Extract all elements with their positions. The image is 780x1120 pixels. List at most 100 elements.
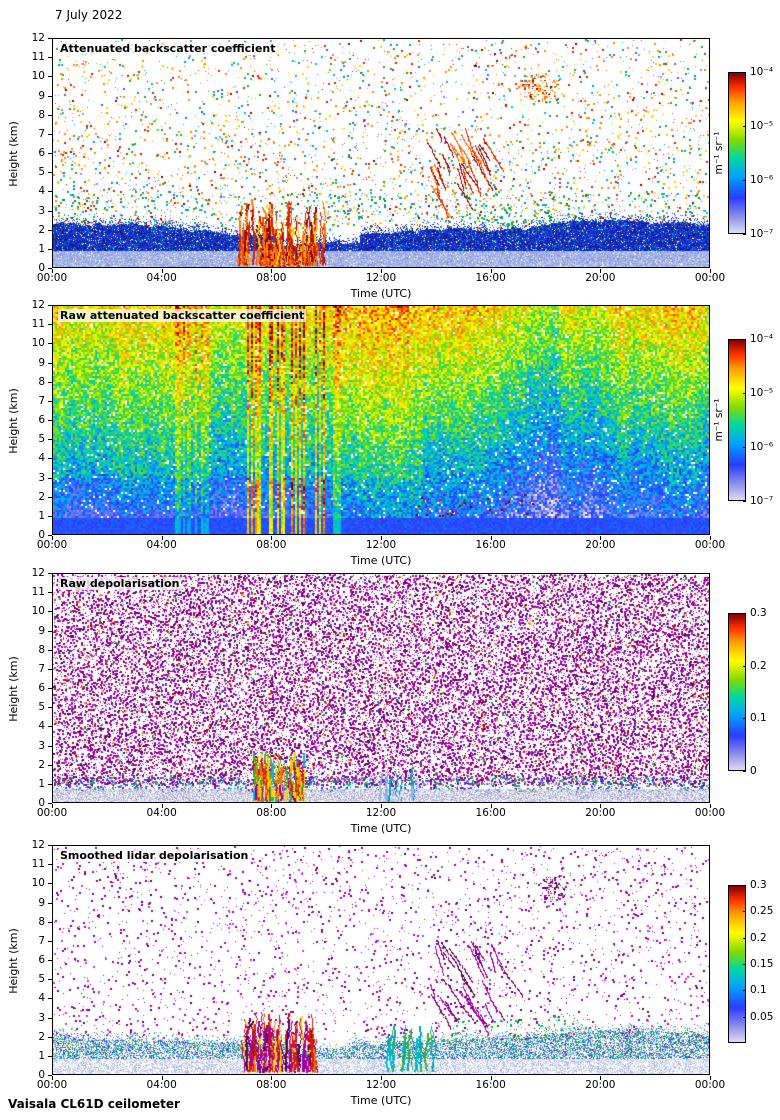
colorbar — [728, 339, 746, 501]
y-tick-label: 4 — [38, 185, 45, 198]
tick-mark — [743, 1017, 746, 1018]
colorbar-tick-label: 10⁻⁵ — [750, 386, 774, 399]
tick-mark — [48, 979, 52, 980]
tick-mark — [743, 718, 746, 719]
panel-attenuated-backscatter: Height (km) 12 11 10 9 8 7 6 5 4 3 2 1 0 Attenuated … — [0, 32, 780, 305]
tick-mark — [162, 1076, 163, 1080]
x-tick-label: 20:00 — [585, 1079, 616, 1091]
tick-mark — [743, 126, 746, 127]
tick-mark — [710, 269, 711, 273]
y-tick-label: 5 — [38, 973, 45, 986]
x-axis-label: Time (UTC) — [350, 287, 412, 300]
tick-mark — [381, 536, 382, 540]
y-tick-label: 12 — [31, 32, 45, 44]
x-tick-label: 00:00 — [694, 272, 726, 284]
tick-mark — [48, 57, 52, 58]
colorbar-tick-label: 0.2 — [750, 659, 767, 672]
x-tick-label: 00:00 — [36, 1079, 68, 1091]
tick-mark — [48, 134, 52, 135]
tick-mark — [48, 249, 52, 250]
x-tick-label: 08:00 — [256, 539, 287, 551]
y-tick-label: 11 — [31, 318, 45, 331]
tick-mark — [271, 536, 272, 540]
x-tick-label: 08:00 — [256, 807, 287, 819]
tick-mark — [743, 180, 746, 181]
x-tick-label: 12:00 — [365, 1079, 397, 1091]
tick-mark — [48, 845, 52, 846]
tick-mark — [271, 1076, 272, 1080]
x-tick-label: 00:00 — [36, 539, 68, 551]
x-axis-ticks: 00:00 04:00 08:00 12:00 16:00 20:00 00:00 — [37, 807, 725, 819]
x-axis-ticks: 00:00 04:00 08:00 12:00 16:00 20:00 00:00 — [37, 1079, 725, 1091]
y-axis-ticks: 12 11 10 9 8 7 6 5 4 3 2 1 0 — [0, 32, 47, 274]
tick-mark — [743, 339, 746, 340]
tick-mark — [48, 864, 52, 865]
x-tick-label: 12:00 — [365, 272, 397, 284]
tick-mark — [381, 269, 382, 273]
x-axis-ticks: 00:00 04:00 08:00 12:00 16:00 20:00 00:00 — [37, 539, 725, 551]
y-tick-label: 4 — [38, 452, 45, 465]
panel-raw-depolarisation: Height (km) 12 11 10 9 8 7 6 5 4 3 2 1 0 Raw depolar… — [0, 567, 780, 840]
x-tick-label: 00:00 — [694, 539, 726, 551]
colorbar-tick-label: 0.3 — [750, 607, 767, 619]
tick-mark — [48, 998, 52, 999]
tick-mark — [162, 269, 163, 273]
tick-mark — [48, 305, 52, 306]
tick-mark — [48, 1056, 52, 1057]
x-tick-label: 12:00 — [365, 539, 397, 551]
x-tick-label: 00:00 — [36, 272, 68, 284]
tick-mark — [600, 536, 601, 540]
tick-mark — [743, 964, 746, 965]
colorbar-tick-label: 0.25 — [750, 905, 774, 918]
tick-mark — [743, 72, 746, 73]
tick-mark — [743, 613, 746, 614]
x-tick-label: 04:00 — [146, 807, 177, 819]
x-tick-label: 08:00 — [256, 272, 287, 284]
colorbar-unit-label: m⁻¹ sr⁻¹ — [713, 131, 725, 175]
x-tick-label: 04:00 — [146, 539, 177, 551]
x-tick-label: 20:00 — [585, 539, 616, 551]
tick-mark — [710, 1076, 711, 1080]
tick-mark — [48, 420, 52, 421]
tick-mark — [743, 885, 746, 886]
x-axis-label: Time (UTC) — [350, 822, 412, 835]
colorbar-tick-label: 0.1 — [750, 984, 767, 997]
y-tick-label: 3 — [38, 739, 45, 752]
colorbar-ticks: 0.3 0.25 0.2 0.15 0.1 0.05 — [750, 845, 780, 1112]
tick-mark — [491, 269, 492, 273]
colorbar-tick-label: 0.2 — [750, 931, 767, 944]
y-tick-label: 1 — [38, 777, 45, 790]
y-tick-label: 11 — [31, 858, 45, 871]
plot-area: Raw depolarisation — [52, 573, 710, 803]
heatmap-canvas-raw-depolarisation — [53, 574, 709, 802]
tick-mark — [48, 497, 52, 498]
x-tick-label: 16:00 — [475, 807, 506, 819]
y-tick-label: 12 — [31, 839, 45, 851]
colorbar — [728, 613, 746, 771]
plot-title: Smoothed lidar depolarisation — [58, 849, 251, 862]
plot-title: Raw attenuated backscatter coefficient — [58, 309, 307, 322]
tick-mark — [52, 804, 53, 808]
tick-mark — [48, 324, 52, 325]
y-tick-label: 9 — [38, 896, 45, 909]
tick-mark — [48, 76, 52, 77]
x-axis-ticks: 00:00 04:00 08:00 12:00 16:00 20:00 00:00 — [37, 272, 725, 284]
colorbar-tick-label: 0.05 — [750, 1010, 774, 1023]
tick-mark — [271, 269, 272, 273]
y-tick-label: 5 — [38, 433, 45, 446]
y-tick-label: 5 — [38, 166, 45, 179]
plot-area: Raw attenuated backscatter coefficient — [52, 305, 710, 535]
tick-mark — [271, 804, 272, 808]
x-tick-label: 00:00 — [694, 1079, 726, 1091]
y-tick-label: 7 — [38, 127, 45, 140]
tick-mark — [48, 211, 52, 212]
tick-mark — [162, 804, 163, 808]
y-tick-label: 10 — [31, 605, 45, 618]
x-tick-label: 04:00 — [146, 272, 177, 284]
y-tick-label: 2 — [38, 490, 45, 503]
colorbar — [728, 72, 746, 234]
tick-mark — [743, 990, 746, 991]
tick-mark — [48, 707, 52, 708]
y-tick-label: 6 — [38, 954, 45, 966]
